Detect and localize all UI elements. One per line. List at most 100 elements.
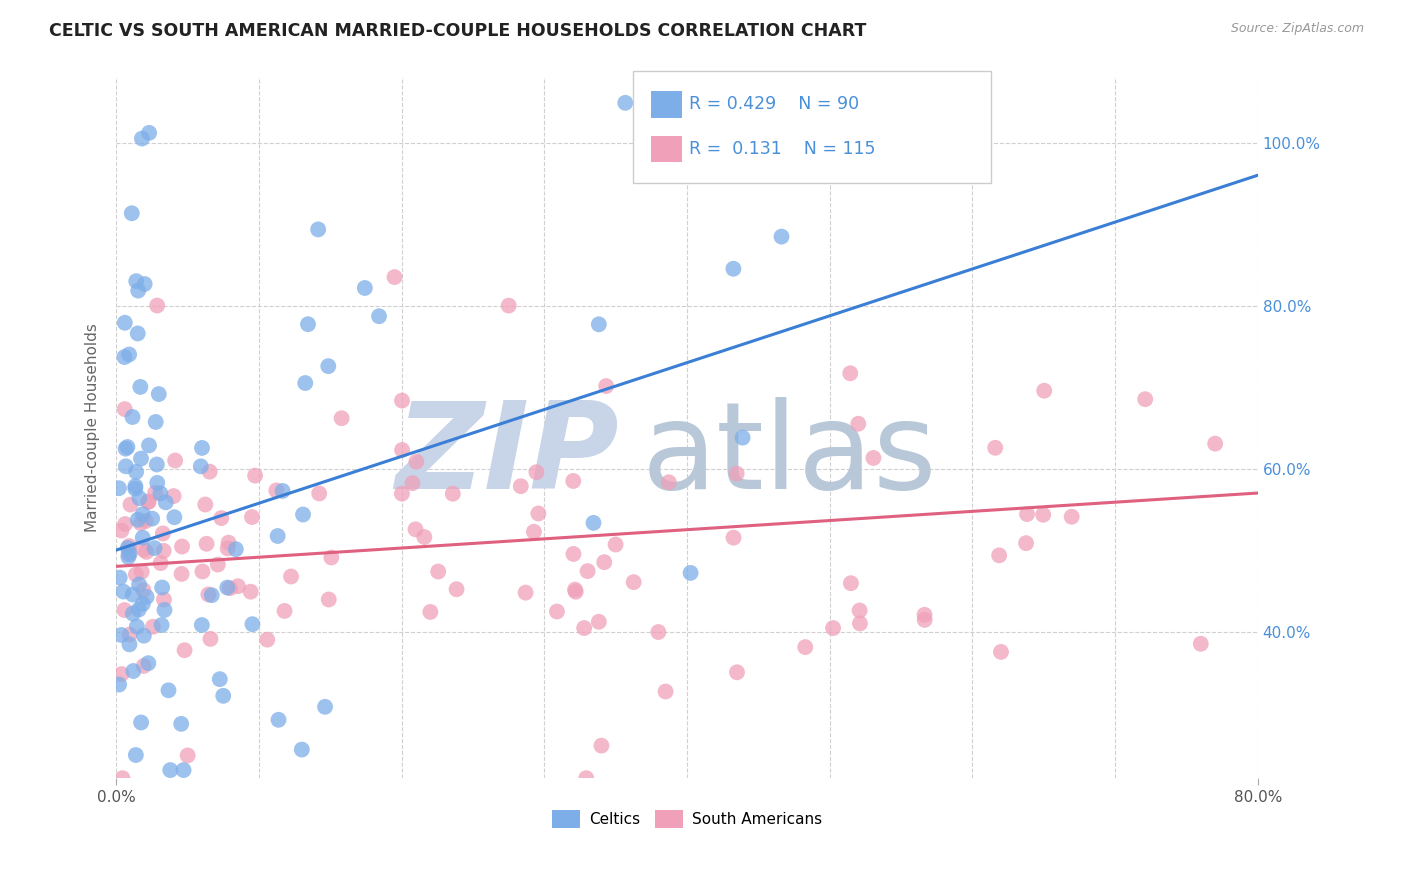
Point	[225, 542, 247, 557]
Point	[256, 632, 278, 647]
Point	[391, 486, 413, 500]
Point	[441, 487, 464, 501]
Point	[647, 625, 669, 640]
Point	[509, 479, 531, 493]
Point	[173, 643, 195, 657]
Point	[318, 592, 340, 607]
Point	[839, 366, 862, 380]
Point	[146, 458, 169, 472]
Point	[576, 564, 599, 578]
Point	[148, 387, 170, 401]
Point	[724, 168, 747, 182]
Point	[273, 604, 295, 618]
Point	[654, 684, 676, 698]
Point	[239, 584, 262, 599]
Point	[564, 582, 586, 597]
Point	[111, 771, 134, 785]
Point	[146, 299, 169, 313]
Point	[150, 581, 173, 595]
Point	[157, 683, 180, 698]
Point	[848, 603, 870, 617]
Point	[121, 206, 143, 220]
Point	[226, 579, 249, 593]
Point	[266, 529, 288, 543]
Point	[770, 229, 793, 244]
Point	[330, 411, 353, 425]
Point	[142, 620, 165, 634]
Point	[321, 550, 343, 565]
Point	[163, 510, 186, 524]
Text: ZIP: ZIP	[395, 397, 619, 515]
Point	[593, 555, 616, 569]
Point	[582, 516, 605, 530]
Point	[125, 619, 148, 633]
Point	[138, 494, 160, 508]
Point	[129, 516, 152, 531]
Point	[170, 716, 193, 731]
Point	[1033, 384, 1056, 398]
Point	[152, 544, 174, 558]
Point	[121, 410, 143, 425]
Point	[176, 748, 198, 763]
Point	[125, 274, 148, 288]
Point	[155, 495, 177, 509]
Point	[127, 513, 149, 527]
Point	[391, 442, 413, 457]
Point	[591, 739, 613, 753]
Point	[117, 541, 139, 555]
Point	[527, 507, 550, 521]
Point	[114, 350, 136, 364]
Point	[138, 126, 160, 140]
Y-axis label: Married-couple Households: Married-couple Households	[86, 324, 100, 533]
Point	[242, 617, 264, 632]
Point	[159, 763, 181, 777]
Point	[405, 455, 427, 469]
Point	[401, 476, 423, 491]
Point	[679, 566, 702, 580]
Point	[122, 664, 145, 678]
Point	[141, 511, 163, 525]
Point	[110, 667, 132, 681]
Point	[391, 393, 413, 408]
Point	[128, 491, 150, 505]
Point	[129, 451, 152, 466]
Point	[546, 605, 568, 619]
Point	[131, 565, 153, 579]
Point	[209, 511, 232, 525]
Point	[191, 565, 214, 579]
Point	[217, 581, 239, 595]
Point	[136, 656, 159, 670]
Point	[723, 261, 745, 276]
Point	[127, 326, 149, 341]
Point	[117, 549, 139, 564]
Point	[862, 450, 884, 465]
Point	[134, 277, 156, 291]
Point	[117, 440, 139, 454]
Point	[131, 131, 153, 145]
Point	[132, 597, 155, 611]
Point	[384, 270, 406, 285]
Text: Source: ZipAtlas.com: Source: ZipAtlas.com	[1230, 22, 1364, 36]
Point	[605, 537, 627, 551]
Point	[132, 629, 155, 643]
Point	[125, 567, 148, 582]
Point	[291, 742, 314, 756]
Point	[208, 672, 231, 686]
Point	[1032, 508, 1054, 522]
Point	[125, 465, 148, 479]
Point	[914, 607, 936, 622]
Point	[110, 524, 132, 538]
Point	[914, 613, 936, 627]
Point	[308, 486, 330, 500]
Point	[150, 618, 173, 632]
Point	[846, 417, 869, 431]
Point	[990, 645, 1012, 659]
Point	[243, 468, 266, 483]
Point	[135, 590, 157, 604]
Point	[124, 479, 146, 493]
Point	[132, 583, 155, 598]
Point	[217, 541, 239, 556]
Point	[170, 540, 193, 554]
Point	[405, 522, 427, 536]
Point	[118, 539, 141, 553]
